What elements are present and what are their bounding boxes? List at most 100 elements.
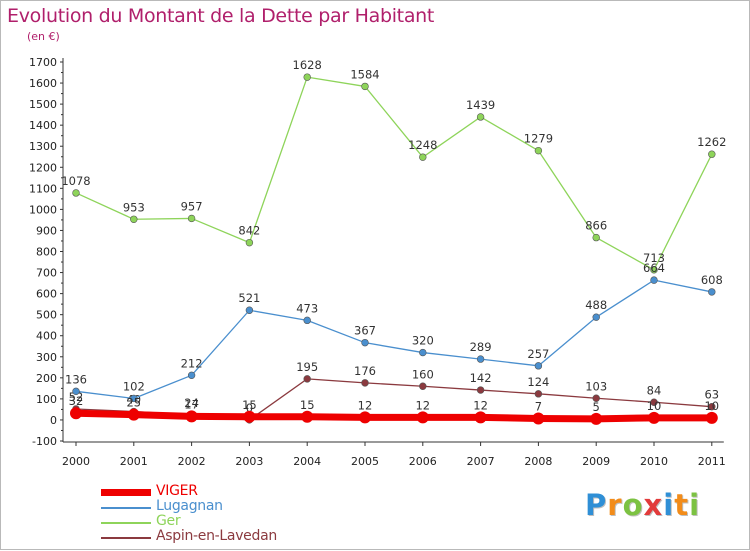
x-tick-label: 2004 — [293, 455, 321, 468]
data-point — [243, 410, 256, 423]
data-label: 52 — [69, 390, 84, 404]
data-label: 608 — [701, 273, 723, 287]
data-point — [419, 348, 427, 357]
data-label: 17 — [184, 397, 199, 411]
logo-letter: x — [643, 488, 664, 522]
data-label: 10 — [704, 399, 719, 413]
x-tick-label: 2002 — [178, 455, 206, 468]
y-tick-label: 1000 — [29, 203, 57, 216]
data-point — [301, 410, 314, 423]
y-tick-label: 300 — [36, 351, 57, 364]
y-tick-label: 1600 — [29, 77, 57, 90]
data-point — [534, 390, 543, 398]
y-tick-label: 1300 — [29, 140, 57, 153]
x-tick-label: 2006 — [409, 455, 437, 468]
data-point — [130, 215, 138, 223]
data-point — [648, 411, 660, 424]
data-point — [650, 276, 658, 284]
x-tick-label: 2000 — [62, 455, 90, 468]
legend-swatch-aspin — [101, 537, 151, 539]
x-tick-label: 2010 — [640, 455, 668, 468]
y-tick-label: 800 — [36, 246, 57, 259]
data-point — [127, 408, 140, 421]
data-point — [416, 411, 429, 424]
logo-letter: i — [689, 488, 701, 522]
x-tick-label: 2003 — [235, 455, 263, 468]
data-point — [185, 410, 198, 423]
x-tick-label: 2009 — [582, 455, 610, 468]
data-label: 15 — [300, 398, 315, 412]
y-tick-label: 400 — [36, 330, 57, 343]
data-point — [245, 306, 254, 314]
data-point — [708, 150, 716, 158]
x-tick-label: 2005 — [351, 455, 379, 468]
y-tick-label: 1100 — [29, 182, 57, 195]
y-tick-label: 1700 — [29, 56, 57, 69]
data-point — [361, 82, 369, 91]
proxiti-logo: Proxiti — [585, 488, 700, 522]
data-point — [361, 379, 369, 387]
legend-label-lugagnan: Lugagnan — [156, 498, 223, 514]
data-label: 713 — [643, 251, 665, 265]
data-point — [72, 387, 80, 396]
series-line-ger — [75, 76, 713, 271]
data-label: 257 — [527, 347, 549, 361]
legend-label-aspin: Aspin-en-Lavedan — [156, 528, 277, 544]
legend-swatch-viger — [101, 489, 151, 496]
data-point — [303, 375, 311, 383]
data-label: 1584 — [350, 67, 379, 81]
data-point — [474, 411, 487, 424]
data-label: 1248 — [408, 138, 437, 152]
data-point — [419, 382, 427, 390]
data-point — [130, 394, 138, 403]
data-label: 0 — [246, 401, 253, 415]
y-tick-label: 0 — [50, 414, 57, 427]
data-point — [303, 73, 311, 81]
data-label: 103 — [585, 379, 607, 393]
data-label: 12 — [415, 398, 430, 412]
data-point — [705, 411, 718, 424]
data-point — [187, 214, 196, 223]
data-point — [476, 113, 485, 121]
data-label: 367 — [354, 324, 376, 338]
y-tick-label: 900 — [36, 224, 57, 237]
data-label: 289 — [470, 340, 492, 354]
data-label: 24 — [184, 396, 199, 410]
data-label: 1078 — [61, 174, 90, 188]
legend-label-ger: Ger — [156, 513, 181, 529]
data-label: 212 — [181, 356, 203, 370]
data-point — [245, 238, 254, 247]
data-label: 488 — [585, 298, 607, 312]
data-label: 195 — [296, 360, 318, 374]
data-point — [592, 233, 600, 242]
y-tick-label: -100 — [32, 435, 57, 448]
data-label: 12 — [473, 398, 488, 412]
data-point — [303, 316, 311, 325]
data-label: 102 — [123, 379, 145, 393]
data-label: 84 — [647, 383, 662, 397]
logo-letter: P — [585, 488, 608, 522]
x-tick-label: 2007 — [467, 455, 495, 468]
data-point — [708, 402, 716, 411]
y-tick-label: 100 — [36, 393, 57, 406]
data-label: 142 — [470, 371, 492, 385]
data-label: 12 — [358, 398, 373, 412]
x-tick-label: 2001 — [120, 455, 148, 468]
data-label: 1439 — [466, 98, 495, 112]
data-label: 124 — [527, 375, 549, 389]
data-point — [532, 412, 545, 425]
chart-title: Evolution du Montant de la Dette par Hab… — [7, 5, 435, 27]
data-label: 1279 — [524, 132, 553, 146]
series-line-lugagnan — [75, 279, 712, 400]
logo-letter: t — [674, 488, 690, 522]
legend-swatch-ger — [101, 522, 151, 524]
chart-unit: (en €) — [27, 30, 60, 43]
data-label: 1628 — [293, 58, 322, 72]
x-tick-label: 2011 — [698, 455, 726, 468]
logo-letter: o — [622, 488, 644, 522]
data-point — [534, 146, 543, 155]
data-label: 25 — [126, 396, 141, 410]
data-label: 32 — [69, 394, 84, 408]
